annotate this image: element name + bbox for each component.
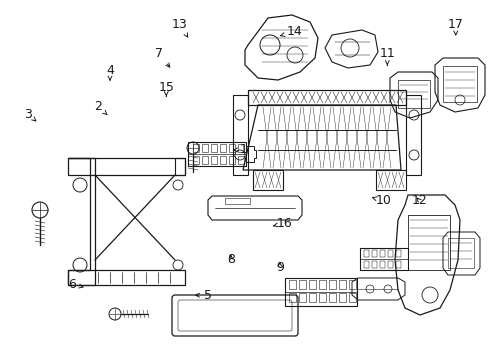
Text: 5: 5 [195,289,211,302]
Text: 7: 7 [155,47,169,67]
Text: 1: 1 [233,143,247,156]
Text: 13: 13 [172,18,187,37]
Text: 15: 15 [158,81,174,96]
Text: 4: 4 [106,64,114,80]
Text: 17: 17 [447,18,463,35]
Text: 6: 6 [68,278,83,291]
Text: 14: 14 [280,25,302,38]
Text: 11: 11 [379,47,394,66]
Text: 9: 9 [275,261,283,274]
Text: 8: 8 [226,253,234,266]
Text: 2: 2 [94,100,107,114]
Text: 10: 10 [372,194,391,207]
Text: 16: 16 [273,217,292,230]
Text: 3: 3 [24,108,36,121]
Text: 12: 12 [411,194,427,207]
